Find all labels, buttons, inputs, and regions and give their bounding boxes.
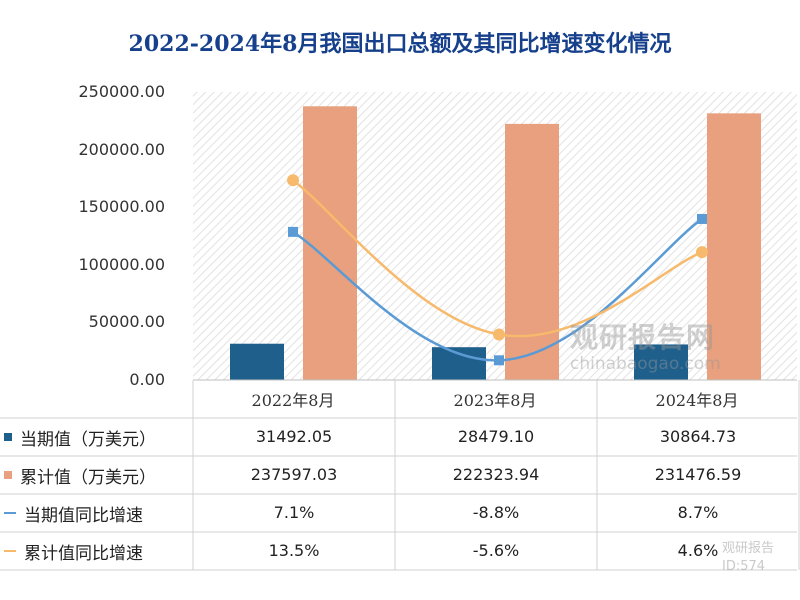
y-tick-label: 250000.00 (78, 82, 165, 101)
point-cumulative-growth (287, 174, 299, 187)
legend-label: 累计值（万美元） (20, 467, 156, 488)
point-current-growth (697, 213, 707, 224)
legend-marker (4, 550, 16, 552)
point-current-growth (288, 226, 298, 237)
data-label: 28479.10 (457, 427, 535, 446)
bar-current (432, 347, 486, 380)
y-tick-label: 150000.00 (78, 197, 165, 217)
data-label: -5.6% (472, 541, 520, 560)
watermark-corner: 观研报告 ID:574 (722, 540, 800, 576)
data-label: 8.7% (677, 503, 719, 522)
category-label: 2024年8月 (655, 391, 739, 410)
category-label: 2022年8月 (251, 391, 335, 410)
category-label: 2023年8月 (453, 391, 537, 410)
data-label: 31492.05 (255, 427, 333, 446)
legend-marker (4, 512, 16, 514)
y-tick-label: 0.00 (129, 370, 165, 389)
legend-marker (4, 471, 12, 479)
data-label: 222323.94 (452, 465, 540, 484)
legend-marker (4, 433, 12, 441)
bar-cumulative (303, 106, 357, 381)
chart-title: 2022-2024年8月我国出口总额及其同比增速变化情况 (128, 31, 672, 57)
data-label: -8.8% (472, 503, 520, 522)
data-label: 13.5% (268, 541, 320, 560)
bar-cumulative (505, 123, 559, 381)
bar-cumulative (707, 113, 761, 381)
legend-label: 当期值（万美元） (20, 429, 156, 450)
legend-entry: 累计值同比增速 (0, 532, 188, 570)
legend-entry: 当期值（万美元） (0, 418, 188, 456)
y-tick-label: 50000.00 (88, 312, 165, 332)
legend-entry: 当期值同比增速 (0, 494, 188, 532)
watermark-corner-id: ID:574 (722, 559, 766, 574)
bar-current (634, 344, 688, 380)
data-label: 4.6% (677, 541, 719, 560)
point-cumulative-growth (696, 246, 708, 259)
data-label: 237597.03 (250, 465, 338, 484)
data-label: 231476.59 (654, 465, 742, 484)
data-label: 7.1% (273, 503, 315, 522)
point-cumulative-growth (493, 328, 505, 341)
point-current-growth (494, 355, 504, 366)
y-tick-label: 100000.00 (78, 254, 165, 274)
legend-label: 当期值同比增速 (24, 505, 143, 526)
watermark-corner-text: 观研报告 (722, 541, 775, 556)
legend-entry: 累计值（万美元） (0, 456, 188, 494)
legend-label: 累计值同比增速 (24, 543, 143, 564)
y-tick-label: 200000.00 (78, 139, 165, 159)
bar-current (230, 343, 284, 380)
data-label: 30864.73 (659, 427, 737, 446)
